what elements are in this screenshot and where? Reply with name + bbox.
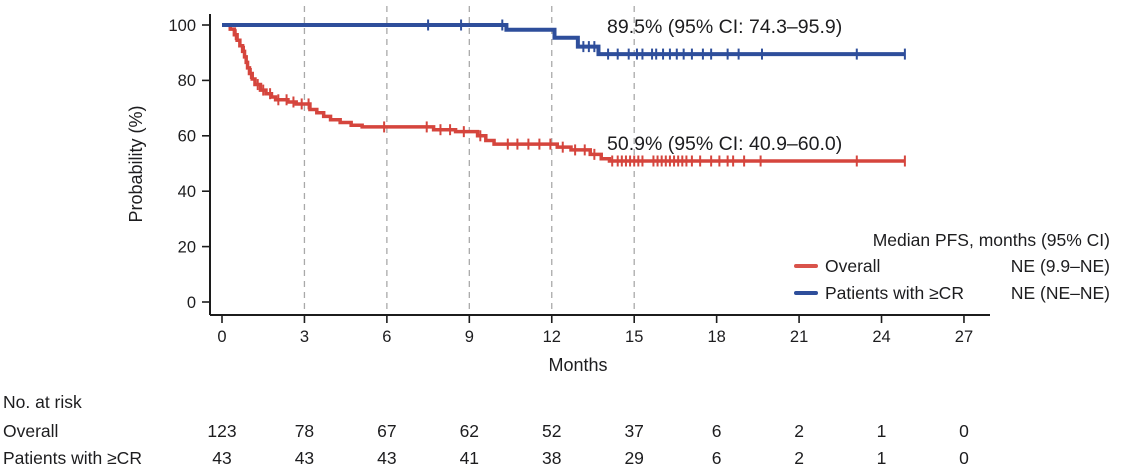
risk-row-label-overall: Overall — [3, 421, 58, 441]
risk-count: 2 — [794, 421, 804, 441]
risk-count: 0 — [959, 421, 969, 441]
risk-count: 78 — [295, 421, 314, 441]
annotation-overall-rate: 50.9% (95% CI: 40.9–60.0) — [607, 133, 842, 155]
risk-count: 43 — [212, 448, 231, 468]
risk-count: 29 — [624, 448, 643, 468]
risk-count: 37 — [624, 421, 643, 441]
risk-count: 38 — [542, 448, 561, 468]
risk-count: 2 — [794, 448, 804, 468]
risk-table: No. at risk Overall Patients with ≥CR — [3, 392, 142, 468]
x-tick-label: 24 — [872, 328, 890, 346]
risk-row-label-cr: Patients with ≥CR — [3, 448, 142, 468]
curves-layer — [222, 19, 906, 167]
y-tick-label: 100 — [168, 17, 196, 35]
risk-count: 43 — [377, 448, 396, 468]
x-tick-label: 15 — [625, 328, 643, 346]
risk-numbers-layer: 123 78 67 62 52 37 6 2 1 043 43 43 41 38 29 6 2 1 0 — [207, 421, 969, 468]
legend-label-overall: Overall — [825, 256, 880, 276]
y-axis-title: Probability (%) — [126, 105, 146, 222]
x-tick-label: 6 — [382, 328, 391, 346]
x-tick-label: 3 — [300, 328, 309, 346]
risk-count: 43 — [295, 448, 314, 468]
risk-count: 67 — [377, 421, 396, 441]
y-tick-label: 20 — [178, 238, 196, 256]
risk-count: 123 — [207, 421, 236, 441]
risk-table-heading: No. at risk — [3, 392, 82, 412]
legend: Median PFS, months (95% CI) Overall NE (… — [794, 230, 1110, 303]
risk-count: 41 — [460, 448, 479, 468]
x-tick-label: 12 — [543, 328, 561, 346]
risk-count: 1 — [877, 421, 887, 441]
risk-count: 52 — [542, 421, 561, 441]
x-tick-label: 18 — [707, 328, 725, 346]
x-axis-title: Months — [548, 355, 607, 375]
y-tick-label: 80 — [178, 72, 196, 90]
axes-layer: 0 20 40 60 80 100 0 3 6 9 12 15 18 21 24 27 — [168, 14, 990, 346]
legend-title: Median PFS, months (95% CI) — [873, 230, 1110, 250]
risk-count: 1 — [877, 448, 887, 468]
legend-value-cr: NE (NE–NE) — [1011, 283, 1110, 303]
x-tick-label: 0 — [217, 328, 226, 346]
x-tick-label: 21 — [790, 328, 808, 346]
annotation-cr-rate: 89.5% (95% CI: 74.3–95.9) — [607, 16, 842, 38]
y-tick-label: 60 — [178, 128, 196, 146]
km-curve-blue — [222, 23, 905, 57]
gridlines-layer — [303, 6, 635, 313]
legend-value-overall: NE (9.9–NE) — [1011, 256, 1110, 276]
risk-count: 6 — [712, 421, 722, 441]
x-tick-label: 9 — [465, 328, 474, 346]
legend-label-cr: Patients with ≥CR — [825, 283, 964, 303]
risk-count: 0 — [959, 448, 969, 468]
x-tick-label: 27 — [955, 328, 973, 346]
risk-count: 6 — [712, 448, 722, 468]
y-tick-label: 0 — [187, 294, 196, 312]
risk-count: 62 — [460, 421, 479, 441]
y-tick-label: 40 — [178, 183, 196, 201]
